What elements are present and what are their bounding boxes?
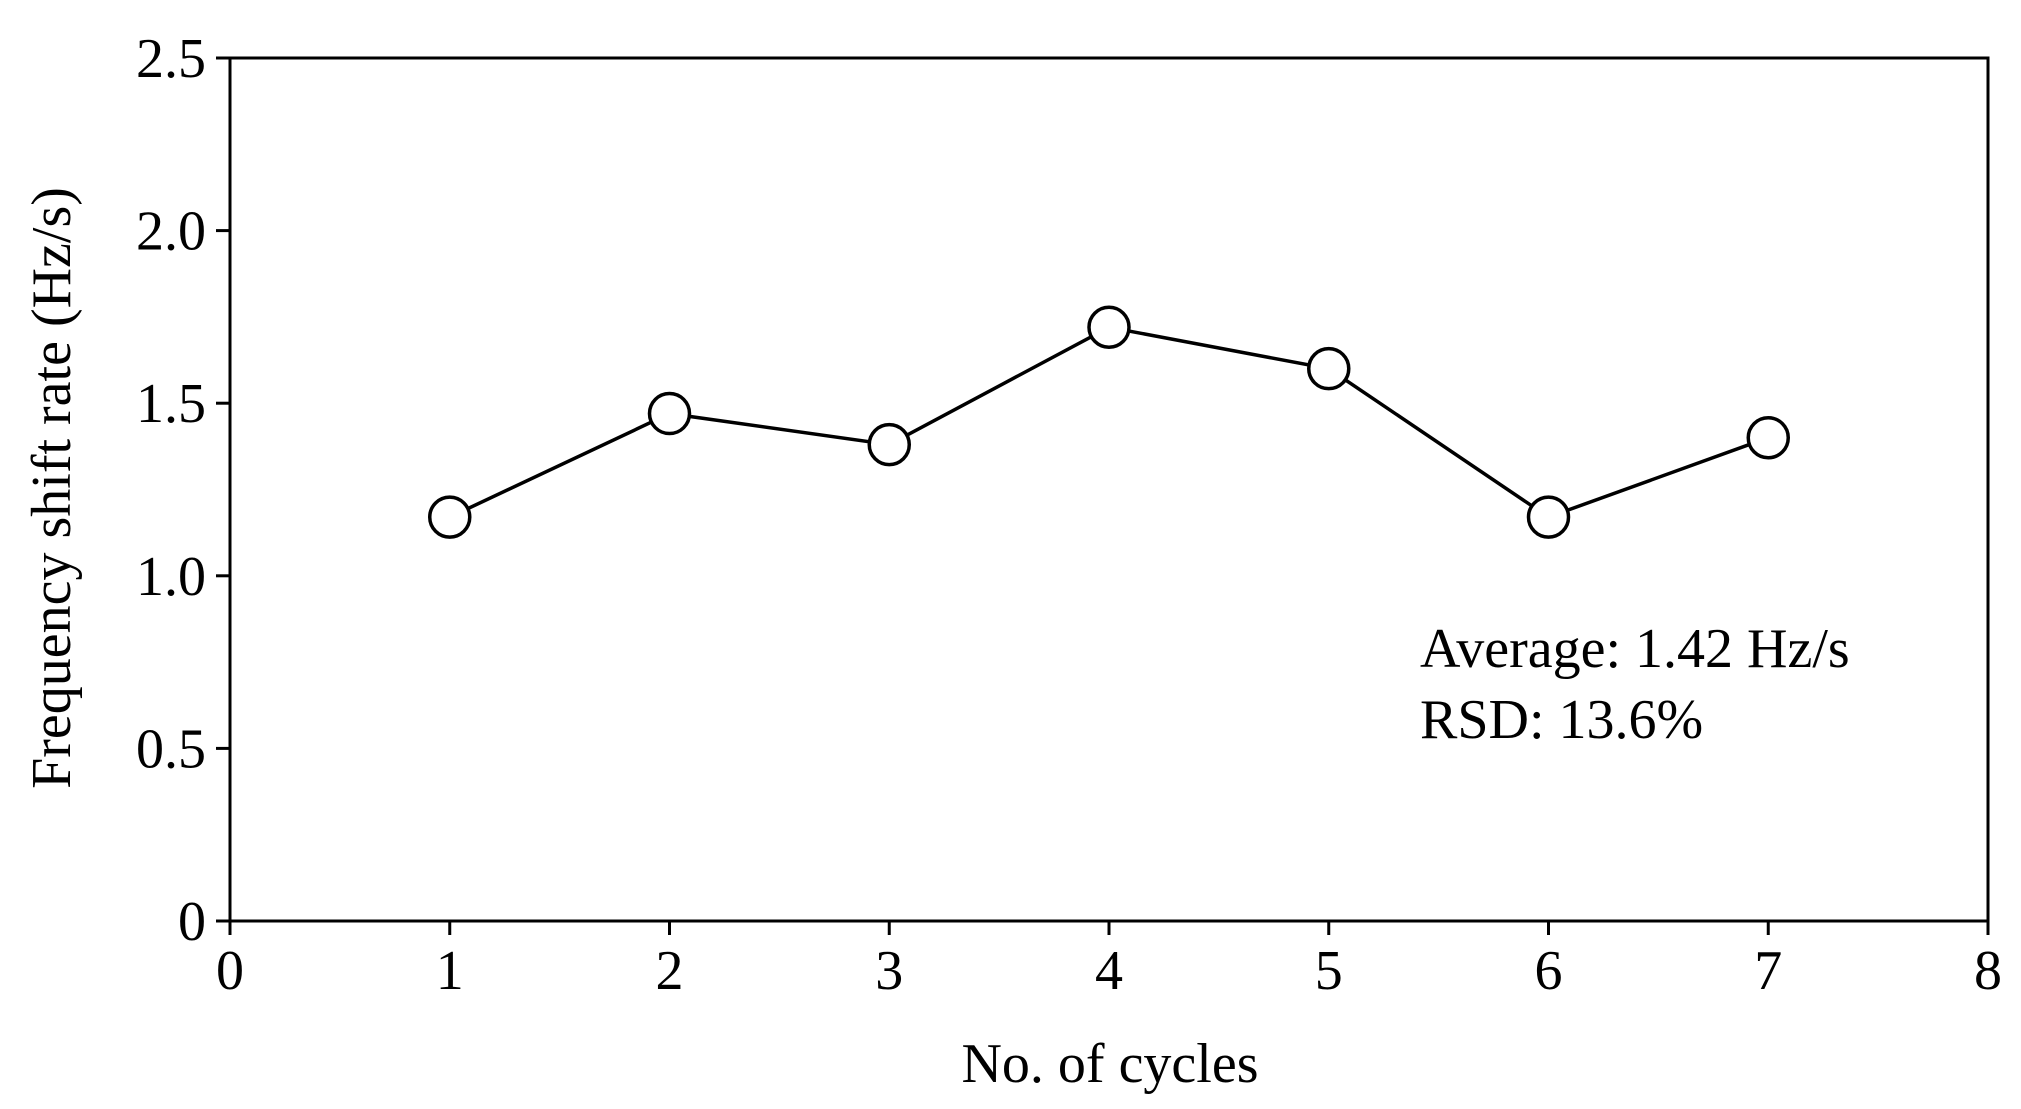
data-series: [428, 305, 1790, 539]
data-point: [647, 391, 692, 436]
average-annotation: Average: 1.42 Hz/s: [1420, 618, 1850, 680]
y-axis-title: Frequency shift rate (Hz/s): [21, 187, 83, 789]
y-tick-label: 2.0: [136, 201, 206, 263]
x-tick-label: 5: [1315, 940, 1343, 1002]
data-point: [428, 495, 472, 539]
y-tick-label: 0.5: [136, 718, 206, 780]
x-tick-label: 2: [656, 940, 684, 1002]
y-tick-label: 0: [178, 891, 206, 953]
x-tick-label: 3: [875, 940, 903, 1002]
x-axis-ticks: 0 1 2 3 4 5 6 7 8: [216, 921, 2002, 1002]
data-point: [867, 422, 911, 467]
rsd-annotation: RSD: 13.6%: [1420, 689, 1703, 751]
series-line: [449, 325, 1769, 520]
y-tick-label: 1.5: [136, 373, 206, 435]
x-tick-label: 0: [216, 940, 244, 1002]
x-tick-label: 1: [436, 940, 464, 1002]
x-axis-title: No. of cycles: [961, 1033, 1258, 1095]
x-tick-label: 4: [1095, 940, 1123, 1002]
data-point: [1746, 415, 1790, 460]
plot-frame: [228, 56, 1990, 923]
x-tick-label: 7: [1754, 940, 1782, 1002]
y-tick-label: 2.5: [136, 28, 206, 90]
axes: [228, 56, 1990, 923]
x-tick-label: 8: [1974, 940, 2002, 1002]
data-point: [1526, 495, 1571, 539]
data-point: [1087, 305, 1131, 350]
y-tick-label: 1.0: [136, 546, 206, 608]
data-point: [1307, 346, 1351, 391]
x-tick-label: 6: [1535, 940, 1563, 1002]
y-axis-ticks: 0 0.5 1.0 1.5 2.0 2.5: [136, 28, 230, 953]
